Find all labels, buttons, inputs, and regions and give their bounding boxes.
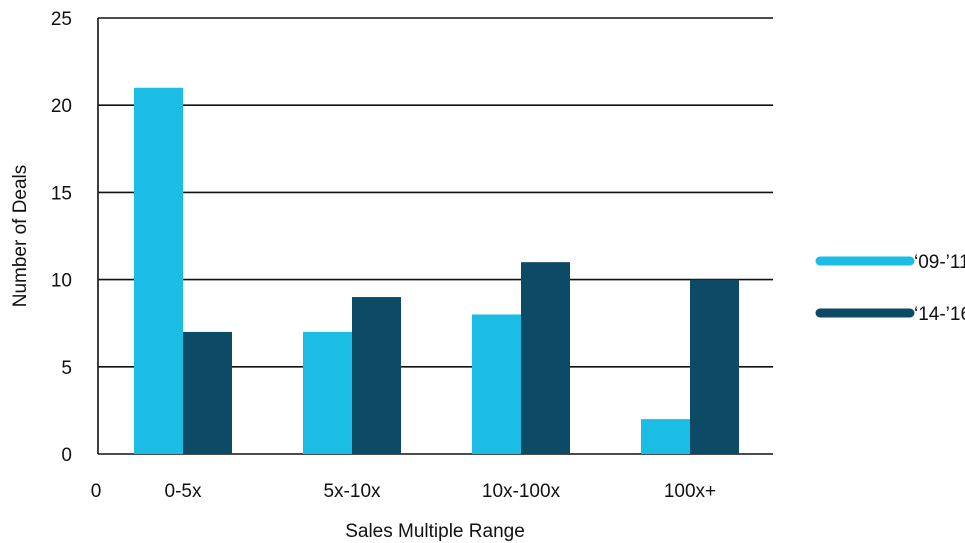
y-tick-label: 10 xyxy=(51,271,72,292)
y-tick-label: 5 xyxy=(61,358,72,379)
x-tick-label: 100x+ xyxy=(664,481,716,502)
y-tick-labels: 0 5 10 15 20 25 xyxy=(51,9,72,466)
bar-series-1-10x-100x xyxy=(472,314,521,454)
x-tick-labels: 0-5x 5x-10x 10x-100x 100x+ xyxy=(165,481,717,502)
bar-series-1-100x+ xyxy=(641,419,690,454)
x-tick-label: 0-5x xyxy=(165,481,202,502)
legend: ‘09-’11 ‘14-’16 xyxy=(815,252,965,325)
bar-series-2-0-5x xyxy=(183,331,232,454)
bars xyxy=(134,87,739,454)
bar-series-2-5x-10x xyxy=(352,297,401,454)
bar-series-2-10x-100x xyxy=(521,262,570,454)
bar-series-2-100x+ xyxy=(690,279,739,454)
bar-series-1-0-5x xyxy=(134,87,183,454)
x-tick-label: 5x-10x xyxy=(323,481,381,502)
y-tick-label: 15 xyxy=(51,183,72,204)
legend-label: ‘14-’16 xyxy=(914,304,965,325)
y-tick-label: 20 xyxy=(51,96,72,117)
y-axis-title: Number of Deals xyxy=(10,165,31,308)
x-origin-label: 0 xyxy=(91,481,102,502)
x-axis-title: Sales Multiple Range xyxy=(345,521,525,542)
x-tick-label: 10x-100x xyxy=(482,481,561,502)
legend-label: ‘09-’11 xyxy=(914,252,965,273)
bar-series-1-5x-10x xyxy=(303,331,352,454)
y-tick-label: 25 xyxy=(51,9,72,30)
y-tick-label: 0 xyxy=(61,445,72,466)
